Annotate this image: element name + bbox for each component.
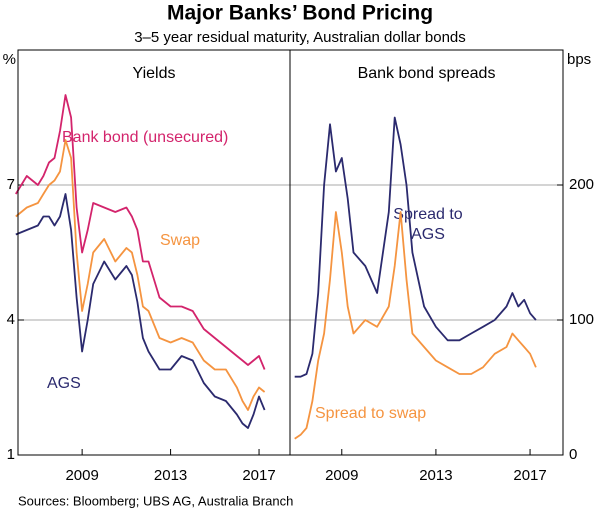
series-label: Spread to AGS: [393, 206, 463, 243]
source-note: Sources: Bloomberg; UBS AG, Australia Br…: [18, 493, 293, 508]
y-tick-label: 1: [7, 446, 15, 463]
x-tick-label: 2017: [242, 467, 275, 484]
x-tick-label: 2013: [154, 467, 187, 484]
series-label: Bank bond (unsecured): [62, 129, 228, 146]
series-line: [15, 139, 266, 411]
chart-title: Major Banks’ Bond Pricing: [167, 2, 433, 25]
x-tick-label: 2009: [65, 467, 98, 484]
series-label: Spread to swap: [315, 405, 426, 422]
series-label-box: Spread to AGS: [393, 206, 463, 243]
series-line: [15, 94, 266, 370]
series-label: AGS: [47, 375, 81, 392]
y-axis-unit: %: [3, 51, 16, 68]
panel-title: Bank bond spreads: [358, 65, 496, 82]
y-tick-label: 100: [569, 311, 594, 328]
y-axis-unit: bps: [567, 51, 591, 68]
y-tick-label: 200: [569, 176, 594, 193]
x-tick-label: 2017: [513, 467, 546, 484]
panel-title: Yields: [133, 65, 176, 82]
y-tick-label: 4: [7, 311, 15, 328]
y-tick-label: 7: [7, 176, 15, 193]
series-line: [294, 211, 537, 440]
x-tick-label: 2009: [325, 467, 358, 484]
x-tick-label: 2013: [419, 467, 452, 484]
series-line: [294, 116, 537, 378]
series-label: Swap: [160, 232, 200, 249]
y-tick-label: 0: [569, 446, 577, 463]
chart-subtitle: 3–5 year residual maturity, Australian d…: [134, 29, 466, 46]
series-line: [15, 193, 266, 429]
